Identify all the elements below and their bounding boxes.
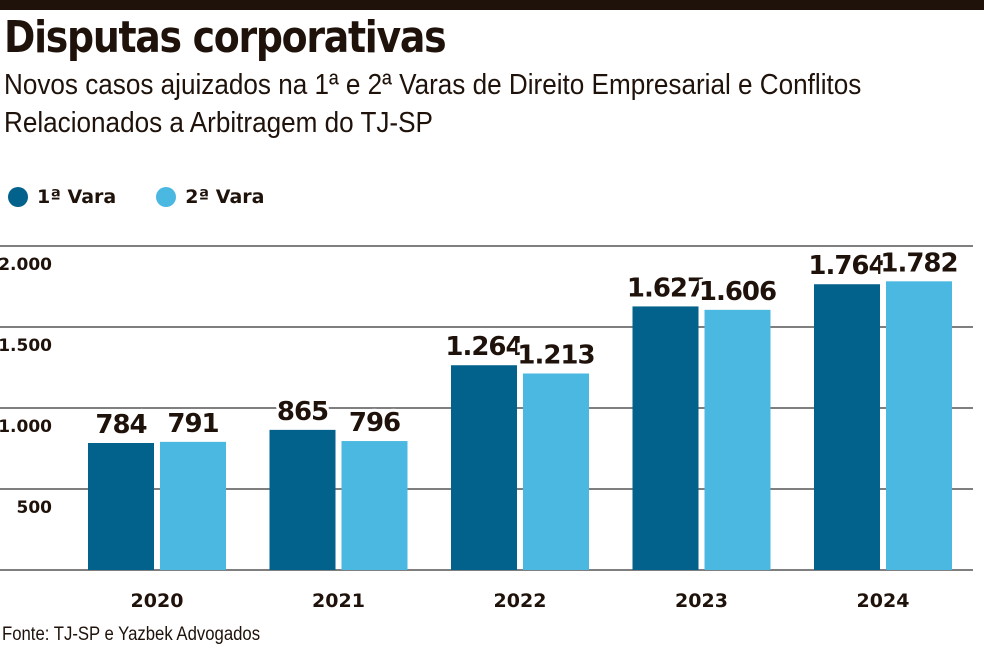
bar-2020-series-1 bbox=[88, 442, 154, 570]
source-note: Fonte: TJ-SP e Yazbek Advogados bbox=[2, 624, 261, 645]
y-tick-label: 2.000 bbox=[0, 255, 52, 275]
y-tick-label: 1.000 bbox=[0, 417, 52, 437]
legend-label-1a-vara: 1ª Vara bbox=[37, 186, 117, 208]
bar-2023-series-1 bbox=[632, 306, 699, 570]
legend: 1ª Vara 2ª Vara bbox=[8, 186, 304, 208]
axis-labels: 500 1.000 1.500 2.000 2020 2021 2022 2023 2024 bbox=[0, 255, 909, 612]
legend-item-2a-vara: 2ª Vara bbox=[156, 186, 264, 208]
x-tick-label-2024: 2024 bbox=[857, 590, 910, 612]
bar-2020-series-2 bbox=[160, 441, 226, 570]
bar-2024-series-2 bbox=[886, 281, 952, 570]
bar-2023-series-2 bbox=[704, 309, 771, 570]
top-rule bbox=[0, 0, 984, 10]
chart-title: Disputas corporativas bbox=[4, 12, 447, 63]
legend-item-1a-vara: 1ª Vara bbox=[8, 186, 116, 208]
data-label-2021-series-1: 865 bbox=[277, 397, 328, 427]
x-tick-label-2022: 2022 bbox=[494, 590, 547, 612]
data-label-2024-series-1: 1.764 bbox=[808, 251, 885, 281]
chart-subtitle: Novos casos ajuizados na 1ª e 2ª Varas d… bbox=[4, 69, 862, 139]
data-label-2022-series-1: 1.264 bbox=[445, 332, 522, 362]
bar-2022-series-1 bbox=[451, 365, 517, 570]
data-label-2022-series-2: 1.213 bbox=[517, 340, 594, 370]
legend-label-2a-vara: 2ª Vara bbox=[185, 186, 265, 208]
y-tick-label: 1.500 bbox=[0, 336, 52, 356]
x-tick-label-2021: 2021 bbox=[312, 590, 365, 612]
x-tick-label-2020: 2020 bbox=[131, 590, 184, 612]
y-tick-label: 500 bbox=[17, 498, 53, 518]
legend-swatch-2a-vara bbox=[156, 187, 177, 207]
bar-2021-series-1 bbox=[269, 429, 336, 570]
bar-2021-series-2 bbox=[341, 441, 408, 570]
bar-2024-series-1 bbox=[814, 284, 880, 570]
data-label-2023-series-1: 1.627 bbox=[627, 273, 704, 303]
bars bbox=[88, 281, 952, 570]
data-label-2024-series-2: 1.782 bbox=[880, 248, 957, 278]
data-label-2023-series-2: 1.606 bbox=[699, 277, 776, 307]
bar-2022-series-2 bbox=[523, 373, 589, 570]
legend-swatch-1a-vara bbox=[8, 187, 28, 207]
data-label-2020-series-2: 791 bbox=[167, 409, 218, 439]
x-tick-label-2023: 2023 bbox=[675, 590, 728, 612]
data-label-2021-series-2: 796 bbox=[349, 408, 400, 438]
data-label-2020-series-1: 784 bbox=[95, 410, 146, 440]
